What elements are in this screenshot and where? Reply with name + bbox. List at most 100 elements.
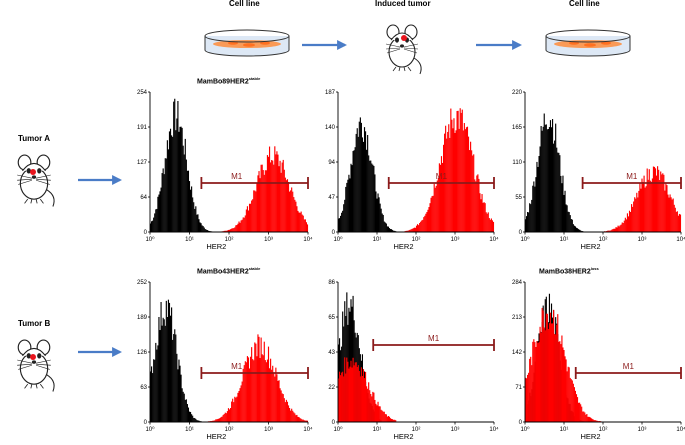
y-tick-label: 165: [512, 125, 523, 131]
y-tick-label: 127: [137, 160, 148, 166]
x-tick-label: 10¹: [560, 427, 569, 433]
histogram-panel: 0 22 43 65 86 10⁰ 10¹ 10² 10³ 10⁴ HER2 M1: [328, 280, 499, 441]
panel-title-mambo38: MamBo38HER2loss: [539, 266, 599, 275]
x-axis-label: HER2: [206, 432, 226, 441]
y-tick-label: 213: [512, 315, 523, 321]
x-tick-label: 10⁴: [303, 426, 313, 433]
y-tick-label: 47: [328, 195, 335, 201]
header-cell-line-left: Cell line: [229, 0, 260, 8]
y-tick-label: 55: [515, 195, 522, 201]
panel-title-sup: stable: [248, 76, 261, 81]
y-tick-label: 252: [137, 280, 148, 286]
x-tick-label: 10²: [599, 237, 608, 243]
y-tick-label: 0: [519, 230, 523, 236]
mouse-icon: [16, 154, 55, 208]
tumor-dot: [30, 169, 36, 175]
y-tick-label: 43: [328, 350, 335, 356]
y-tick-label: 63: [140, 385, 147, 391]
x-tick-label: 10²: [225, 427, 234, 433]
gate-label: M1: [623, 362, 635, 371]
x-axis-label: HER2: [581, 432, 601, 441]
mouse-icon: [385, 24, 422, 75]
histogram-panel: 0 71 142 213 284 10⁰ 10¹ 10² 10³ 10⁴ HER2 M1: [512, 280, 685, 441]
x-tick-label: 10²: [599, 427, 608, 433]
x-tick-label: 10⁰: [145, 236, 155, 243]
gate-label: M1: [626, 172, 638, 181]
y-tick-label: 94: [328, 160, 335, 166]
x-tick-label: 10³: [264, 237, 273, 243]
panel-title-sup: loss: [590, 266, 599, 271]
histogram-series: [149, 98, 213, 232]
histogram-panel: 0 47 94 140 187 10⁰ 10¹ 10² 10³ 10⁴ HER2 M1: [325, 90, 499, 251]
histogram-panel: 0 55 110 165 220 10⁰ 10¹ 10² 10³ 10⁴ HER2 M1: [512, 90, 685, 251]
x-tick-label: 10¹: [185, 237, 194, 243]
x-axis-label: HER2: [394, 432, 414, 441]
x-tick-label: 10⁰: [333, 236, 343, 243]
y-tick-label: 0: [144, 230, 148, 236]
y-tick-label: 22: [328, 385, 335, 391]
x-tick-label: 10²: [225, 237, 234, 243]
y-tick-label: 189: [137, 315, 148, 321]
y-tick-label: 187: [325, 90, 336, 96]
y-tick-label: 65: [328, 315, 335, 321]
x-tick-label: 10¹: [560, 237, 569, 243]
histogram-series: [603, 166, 682, 232]
y-tick-label: 110: [512, 160, 522, 166]
y-tick-label: 140: [325, 125, 336, 131]
x-tick-label: 10³: [638, 237, 647, 243]
panel-title-main: MamBo89HER2: [197, 78, 249, 86]
tumor-dot: [401, 35, 407, 41]
panel-title-sup: stable: [248, 266, 261, 271]
histogram-series: [221, 146, 309, 232]
x-tick-label: 10³: [451, 427, 460, 433]
gate-label: M1: [436, 172, 448, 181]
y-tick-label: 284: [512, 280, 523, 286]
histogram-series: [524, 113, 584, 232]
y-tick-label: 254: [137, 90, 148, 96]
y-tick-label: 0: [519, 420, 523, 426]
x-tick-label: 10¹: [373, 427, 382, 433]
histogram-series: [404, 108, 495, 232]
histogram-panel: 0 64 127 191 254 10⁰ 10¹ 10² 10³ 10⁴ HER2 M1: [137, 90, 313, 251]
histogram-series: [524, 307, 603, 422]
panel-title-mambo43: MamBo43HER2stable: [197, 266, 260, 275]
y-tick-label: 0: [332, 230, 336, 236]
panel-title-main: MamBo43HER2: [197, 268, 249, 276]
y-tick-label: 71: [515, 385, 522, 391]
histogram-series: [149, 299, 202, 422]
x-tick-label: 10⁴: [489, 426, 499, 433]
header-induced-tumor: Induced tumor: [375, 0, 431, 8]
mouse-icon: [16, 339, 55, 393]
histogram-panels: 0 64 127 191 254 10⁰ 10¹ 10² 10³ 10⁴ HER2 M1 0 47 94 14…: [137, 90, 685, 441]
petri-dish-icon: [204, 29, 290, 57]
tumor-dot: [30, 354, 36, 360]
x-tick-label: 10⁴: [303, 236, 313, 243]
x-tick-label: 10²: [412, 237, 421, 243]
panel-title-mambo89: MamBo89HER2stable: [197, 76, 260, 85]
x-tick-label: 10⁴: [676, 236, 685, 243]
x-tick-label: 10⁴: [676, 426, 685, 433]
panel-title-main: MamBo38HER2: [539, 268, 591, 276]
gate-label: M1: [231, 362, 243, 371]
x-tick-label: 10³: [451, 237, 460, 243]
tumor-b-label: Tumor B: [18, 319, 51, 328]
header-cell-line-right: Cell line: [569, 0, 600, 8]
y-tick-label: 64: [140, 195, 147, 201]
x-tick-label: 10¹: [185, 427, 194, 433]
histogram-series: [337, 117, 397, 232]
x-tick-label: 10⁰: [333, 426, 343, 433]
y-tick-label: 0: [332, 420, 336, 426]
x-axis-label: HER2: [394, 242, 414, 251]
petri-dish-icon: [545, 29, 631, 57]
x-axis-label: HER2: [581, 242, 601, 251]
y-tick-label: 126: [137, 350, 148, 356]
x-axis-label: HER2: [206, 242, 226, 251]
y-tick-label: 142: [512, 350, 523, 356]
x-tick-label: 10⁰: [145, 426, 155, 433]
y-tick-label: 220: [512, 90, 523, 96]
y-tick-label: 86: [328, 280, 335, 286]
x-tick-label: 10³: [638, 427, 647, 433]
x-tick-label: 10²: [412, 427, 421, 433]
